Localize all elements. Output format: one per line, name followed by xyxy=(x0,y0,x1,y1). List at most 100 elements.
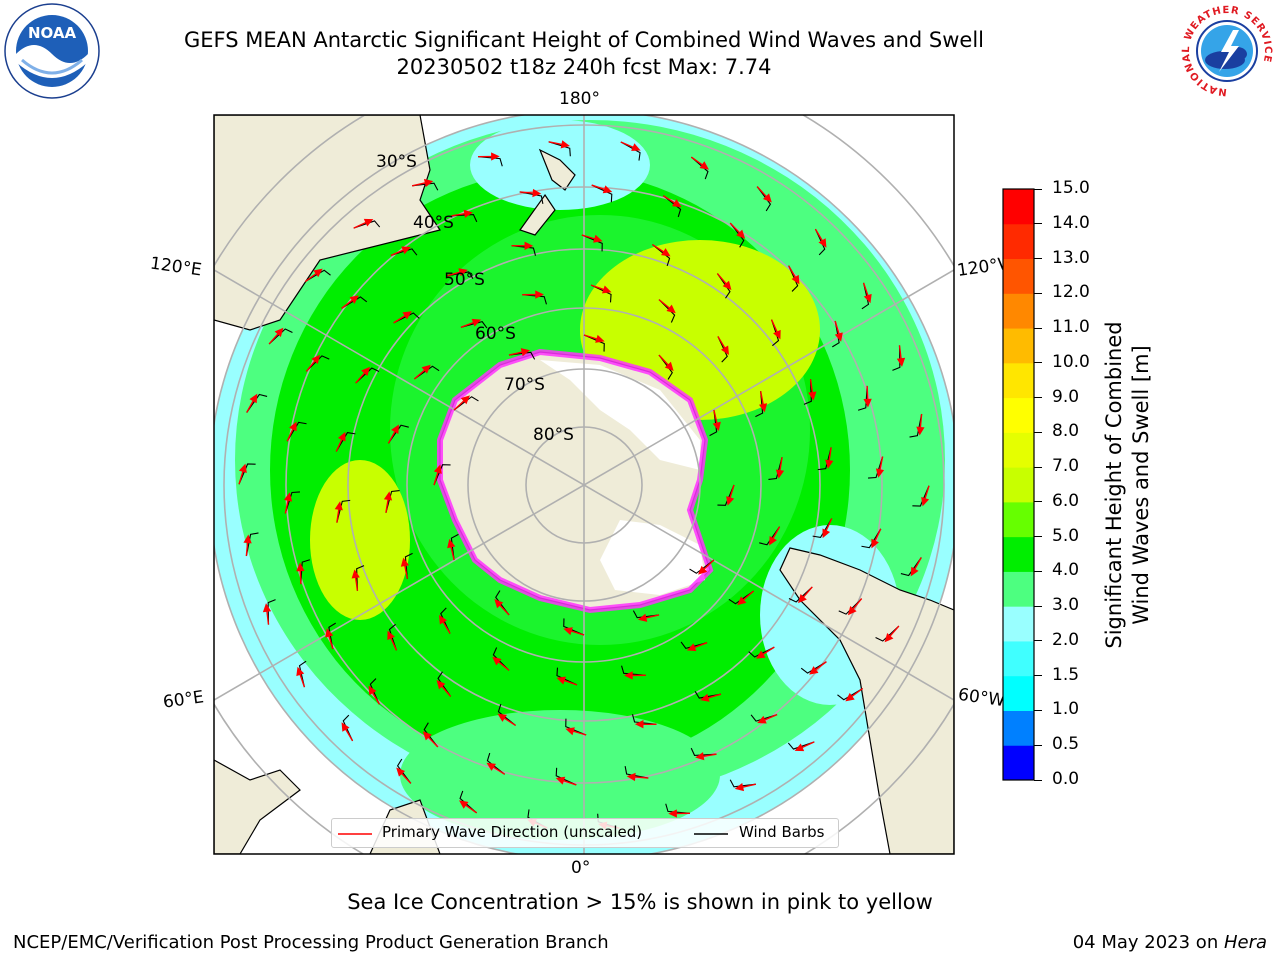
wind-barb xyxy=(497,703,516,726)
wind-barb xyxy=(412,182,439,191)
wave-direction-arrow xyxy=(712,409,721,432)
wave-direction-arrow xyxy=(486,762,506,775)
wind-barb xyxy=(837,687,863,701)
colorbar-tick-mark xyxy=(1034,709,1042,711)
wave-direction-arrow xyxy=(519,188,542,198)
wave-direction-arrow xyxy=(439,614,451,634)
colorbar-tick-label: 10.0 xyxy=(1052,351,1090,372)
wind-barb xyxy=(717,336,728,363)
colorbar-tick-mark xyxy=(1034,327,1042,329)
wave-direction-arrow xyxy=(351,569,360,591)
colorbar-segment xyxy=(1003,223,1034,260)
wind-barb xyxy=(814,228,826,256)
wind-barb xyxy=(689,559,715,574)
wind-barb xyxy=(511,245,537,256)
wind-barb xyxy=(581,234,603,252)
colorbar-tick-label: 11.0 xyxy=(1052,317,1090,338)
colorbar-segment xyxy=(1003,189,1034,225)
wave-direction-arrow xyxy=(634,720,657,729)
wind-barb xyxy=(750,714,778,722)
wind-barb xyxy=(694,690,722,699)
wind-barb xyxy=(336,499,351,523)
wind-barb xyxy=(267,599,276,625)
wave-direction-arrow xyxy=(453,395,470,411)
wave-direction-arrow xyxy=(845,687,864,702)
colorbar-segment xyxy=(1003,675,1034,711)
wave-direction-arrow xyxy=(436,680,452,697)
wave-direction-arrow xyxy=(412,178,434,188)
lat-label-80s: 80°S xyxy=(533,425,574,445)
colorbar-tick-mark xyxy=(1034,223,1042,225)
wind-barb xyxy=(353,220,381,229)
wave-direction-arrow xyxy=(591,184,613,194)
footer-org: NCEP/EMC/Verification Post Processing Pr… xyxy=(13,932,609,953)
colorbar-tick-mark xyxy=(1034,605,1042,607)
wind-barb xyxy=(817,447,832,471)
wind-barb xyxy=(369,678,380,705)
wind-barb xyxy=(665,803,690,814)
wave-direction-arrow xyxy=(814,228,827,248)
colorbar-tick-label: 4.0 xyxy=(1052,560,1080,581)
wave-direction-arrow xyxy=(734,782,756,792)
wave-direction-arrow xyxy=(698,559,715,575)
wave-direction-arrow xyxy=(825,447,834,469)
wind-barb xyxy=(335,431,356,452)
wind-barb xyxy=(414,365,440,380)
wind-barb xyxy=(508,351,536,360)
wind-barb xyxy=(305,355,330,372)
colorbar-tick-label: 12.0 xyxy=(1052,282,1090,303)
wind-barb xyxy=(548,141,571,157)
wind-barb xyxy=(717,484,735,506)
wave-direction-arrow xyxy=(246,393,258,413)
wave-direction-arrow xyxy=(262,603,272,625)
colorbar-tick-mark xyxy=(1034,779,1042,781)
wave-direction-arrow xyxy=(387,630,398,651)
wind-barb xyxy=(632,610,660,619)
colorbar-tick-mark xyxy=(1034,397,1042,399)
wave-legend-swatch xyxy=(338,833,372,835)
colorbar-segment xyxy=(1003,606,1034,642)
wave-direction-arrow xyxy=(563,627,585,636)
lat-label-40s: 40°S xyxy=(413,213,454,233)
colorbar-tick-label: 1.5 xyxy=(1052,664,1080,685)
colorbar-tick-mark xyxy=(1034,640,1042,642)
noaa-logo: NOAA xyxy=(4,3,100,99)
wind-barb xyxy=(328,622,336,650)
colorbar-tick-mark xyxy=(1034,188,1042,190)
wave-direction-arrow xyxy=(788,265,800,285)
wave-direction-arrow xyxy=(581,234,603,243)
lat-label-60s: 60°S xyxy=(475,324,516,344)
colorbar-segment xyxy=(1003,571,1034,607)
wave-direction-arrow xyxy=(756,186,772,203)
wave-direction-arrow xyxy=(729,222,746,239)
wind-barb xyxy=(868,456,884,479)
wind-barb xyxy=(404,552,413,579)
wave-direction-arrow xyxy=(769,526,781,546)
wave-direction-arrow xyxy=(798,586,813,604)
wave-direction-arrow xyxy=(583,334,605,343)
wave-direction-arrow xyxy=(238,463,247,485)
wind-barb xyxy=(690,747,717,756)
wind-barb xyxy=(390,248,418,256)
nws-logo: NATIONAL WEATHER SERVICE xyxy=(1180,4,1274,98)
colorbar-tick-label: 2.0 xyxy=(1052,629,1080,650)
colorbar-tick-label: 14.0 xyxy=(1052,212,1090,233)
wave-direction-arrow xyxy=(511,241,534,250)
wind-barb xyxy=(768,457,783,480)
wind-barb xyxy=(755,391,764,418)
map-frame xyxy=(213,114,955,855)
wave-direction-arrow xyxy=(565,727,587,736)
lon-label-180: 180° xyxy=(559,89,600,109)
colorbar-segment xyxy=(1003,467,1034,503)
wind-barb xyxy=(451,214,478,223)
colorbar-tick-label: 7.0 xyxy=(1052,456,1080,477)
wave-direction-arrow xyxy=(341,722,354,742)
wind-barb xyxy=(729,222,745,248)
wave-direction-arrow xyxy=(794,741,815,752)
colorbar-tick-label: 0.5 xyxy=(1052,734,1080,755)
wind-barb xyxy=(355,367,380,384)
wave-direction-arrow xyxy=(863,385,872,408)
wind-barb xyxy=(556,667,578,686)
wind-barb xyxy=(583,334,605,352)
